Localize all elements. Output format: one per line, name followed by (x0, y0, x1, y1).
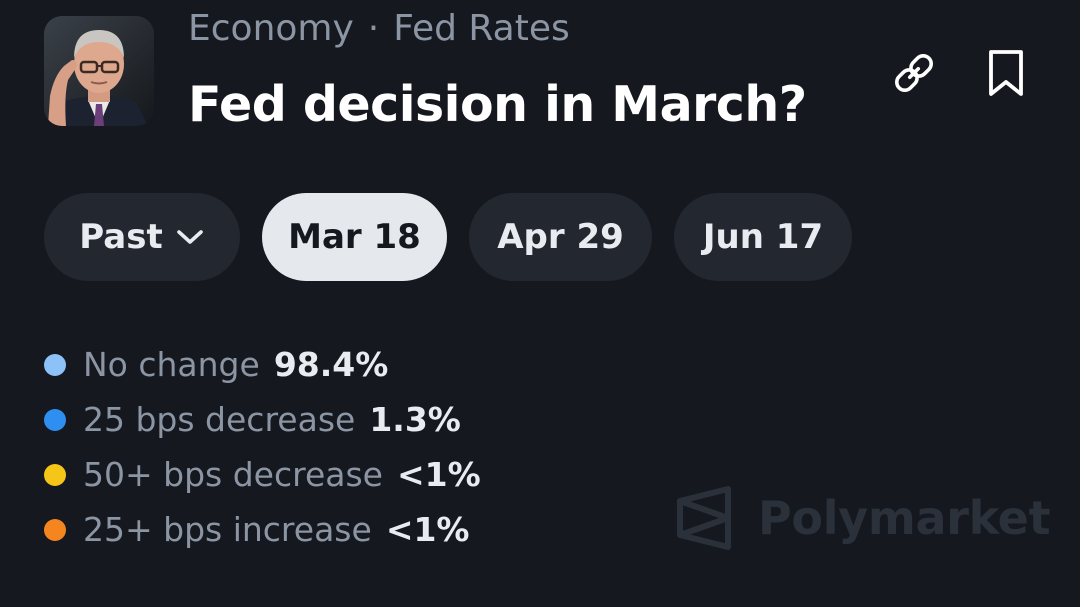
outcome-label: 25 bps decrease (83, 400, 356, 439)
outcome-label: 50+ bps decrease (83, 455, 383, 494)
outcome-probability: <1% (396, 455, 481, 494)
breadcrumb-subcategory[interactable]: Fed Rates (393, 7, 570, 49)
tab-mar-18[interactable]: Mar 18 (262, 193, 447, 281)
tab-past-label: Past (79, 217, 163, 257)
breadcrumb: Economy · Fed Rates (188, 6, 570, 50)
chevron-down-icon (176, 230, 203, 244)
bookmark-icon (989, 50, 1023, 96)
breadcrumb-separator: · (367, 7, 380, 49)
outcomes-list: No change 98.4% 25 bps decrease 1.3% 50+… (44, 337, 481, 557)
market-thumbnail-portrait (44, 16, 154, 126)
outcome-dot (44, 408, 66, 431)
outcome-probability: 1.3% (369, 400, 461, 439)
outcome-item-50-bps-decrease[interactable]: 50+ bps decrease <1% (44, 447, 481, 502)
outcome-probability: 98.4% (273, 345, 389, 384)
outcome-label: No change (83, 345, 260, 384)
outcome-label: 25+ bps increase (83, 510, 372, 549)
tab-mar-18-label: Mar 18 (288, 217, 421, 257)
tab-apr-29[interactable]: Apr 29 (469, 193, 652, 281)
breadcrumb-category[interactable]: Economy (188, 7, 354, 49)
tab-past[interactable]: Past (44, 193, 240, 281)
bookmark-button[interactable] (978, 45, 1034, 101)
tab-jun-17[interactable]: Jun 17 (674, 193, 852, 281)
polymarket-watermark: Polymarket (676, 484, 1051, 552)
date-tabs: Past Mar 18 Apr 29 Jun 17 (44, 193, 852, 281)
copy-link-button[interactable] (886, 45, 942, 101)
outcome-probability: <1% (385, 510, 470, 549)
tab-jun-17-label: Jun 17 (702, 217, 824, 257)
outcome-dot (44, 353, 66, 376)
page-title: Fed decision in March? (188, 76, 807, 133)
watermark-text: Polymarket (758, 491, 1051, 545)
tab-apr-29-label: Apr 29 (497, 217, 624, 257)
outcome-dot (44, 463, 66, 486)
outcome-item-no-change[interactable]: No change 98.4% (44, 337, 481, 392)
outcome-item-25-bps-increase[interactable]: 25+ bps increase <1% (44, 502, 481, 557)
outcome-item-25-bps-decrease[interactable]: 25 bps decrease 1.3% (44, 392, 481, 447)
outcome-dot (44, 518, 66, 541)
market-thumbnail[interactable] (44, 16, 154, 126)
polymarket-logo-icon (677, 486, 731, 550)
link-icon (895, 54, 933, 92)
